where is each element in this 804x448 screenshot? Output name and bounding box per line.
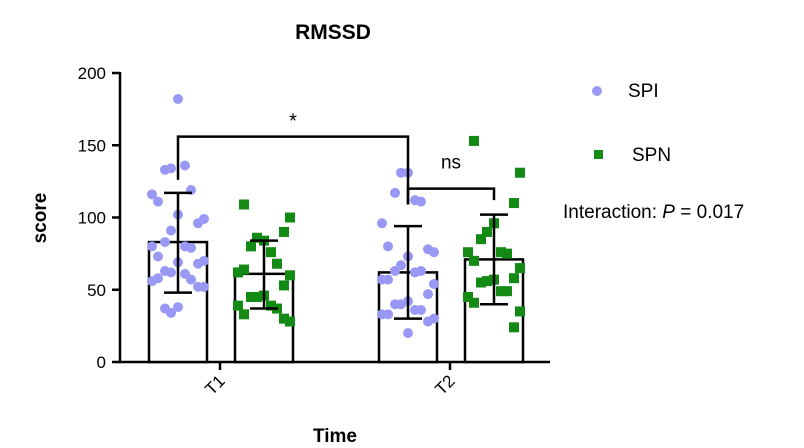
point-spn-t2	[482, 226, 492, 237]
point-spi-t2	[390, 265, 400, 276]
point-spi-t1	[160, 237, 170, 248]
y-tick-label: 200	[78, 64, 106, 83]
point-spi-t2	[383, 309, 393, 320]
point-spn-t2	[515, 306, 525, 317]
point-spn-t1	[285, 212, 295, 223]
y-tick-label: 100	[78, 209, 106, 228]
chart-title: RMSSD	[295, 21, 371, 44]
point-spn-t2	[502, 248, 512, 259]
point-spi-t1	[186, 274, 196, 285]
point-spi-t1	[180, 160, 190, 171]
point-spi-t1	[173, 94, 183, 105]
point-spi-t2	[396, 167, 406, 178]
point-spi-t1	[147, 241, 157, 252]
point-spi-t1	[147, 189, 157, 200]
point-spn-t1	[266, 247, 276, 258]
point-spi-t1	[173, 302, 183, 313]
point-spn-t2	[469, 255, 479, 266]
point-spi-t1	[160, 265, 170, 276]
legend-marker-spn	[594, 150, 603, 159]
point-spi-t2	[423, 316, 433, 327]
interaction-p-value-number: = 0.017	[675, 202, 744, 223]
legend-label-spn: SPN	[632, 145, 671, 166]
point-spn-t1	[279, 280, 289, 291]
point-spn-t2	[496, 247, 506, 258]
y-tick-label: 0	[97, 353, 106, 372]
legend-label-spi: SPI	[628, 81, 659, 102]
interaction-label: Interaction:	[563, 202, 662, 223]
significance-label-star: *	[289, 111, 297, 133]
point-spi-t1	[193, 281, 203, 292]
point-spi-t1	[153, 273, 163, 284]
point-spi-t1	[153, 196, 163, 207]
legend: SPI SPN	[592, 81, 671, 166]
point-spn-t1	[239, 199, 249, 210]
point-spi-t1	[166, 225, 176, 236]
point-spn-t2	[463, 291, 473, 302]
significance-label-ns: ns	[441, 153, 461, 174]
point-spi-t2	[416, 196, 426, 207]
y-tick-label: 150	[78, 136, 106, 155]
point-spn-t1	[233, 300, 243, 311]
point-spi-t2	[416, 304, 426, 315]
point-spi-t1	[160, 303, 170, 314]
point-spi-t1	[193, 218, 203, 229]
point-spn-t1	[285, 316, 295, 327]
point-spn-t2	[469, 135, 479, 146]
point-spn-t2	[476, 277, 486, 288]
point-spn-t1	[285, 270, 295, 281]
point-spi-t2	[416, 265, 426, 276]
point-spn-t2	[496, 286, 506, 297]
point-spn-t2	[476, 234, 486, 245]
point-spi-t2	[383, 241, 393, 252]
interaction-p-symbol: P	[662, 202, 675, 223]
point-spn-t1	[252, 232, 262, 243]
point-spn-t1	[239, 309, 249, 320]
point-spn-t2	[515, 167, 525, 178]
point-spi-t2	[383, 274, 393, 285]
point-spn-t2	[509, 273, 519, 284]
point-spn-t2	[509, 198, 519, 209]
significance-bracket-star	[176, 135, 410, 205]
y-axis-label: score	[30, 193, 51, 244]
point-spn-t2	[463, 247, 473, 258]
x-tick-label-t2: T2	[431, 371, 458, 398]
point-spi-t2	[423, 289, 433, 300]
point-spi-t2	[390, 187, 400, 198]
point-spi-t2	[403, 328, 413, 339]
point-spn-t2	[482, 276, 492, 287]
point-spn-t1	[279, 226, 289, 237]
point-spn-t1	[272, 258, 282, 269]
y-tick-label: 50	[87, 281, 106, 300]
point-spi-t1	[186, 242, 196, 253]
x-tick-label-t1: T1	[201, 371, 228, 398]
point-spn-t2	[502, 286, 512, 297]
point-spn-t1	[246, 291, 256, 302]
point-spn-t1	[239, 264, 249, 275]
point-spi-t2	[423, 244, 433, 255]
x-axis-label: Time	[313, 426, 357, 447]
point-spi-t1	[153, 251, 163, 262]
point-spi-t2	[429, 278, 439, 289]
point-spi-t1	[160, 164, 170, 175]
point-spn-t1	[279, 313, 289, 324]
point-spn-t2	[509, 322, 519, 333]
point-spn-t2	[515, 263, 525, 274]
point-spi-t2	[377, 218, 387, 229]
point-spi-t2	[390, 299, 400, 310]
legend-marker-spi	[592, 86, 602, 96]
point-spn-t2	[469, 297, 479, 308]
point-spn-t1	[266, 300, 276, 311]
point-spi-t1	[193, 258, 203, 269]
point-spn-t1	[233, 267, 243, 278]
point-spn-t1	[252, 291, 262, 302]
point-spn-t1	[246, 241, 256, 252]
interaction-p-value: Interaction: P = 0.017	[563, 202, 744, 223]
significance-bracket-ns	[406, 187, 496, 205]
